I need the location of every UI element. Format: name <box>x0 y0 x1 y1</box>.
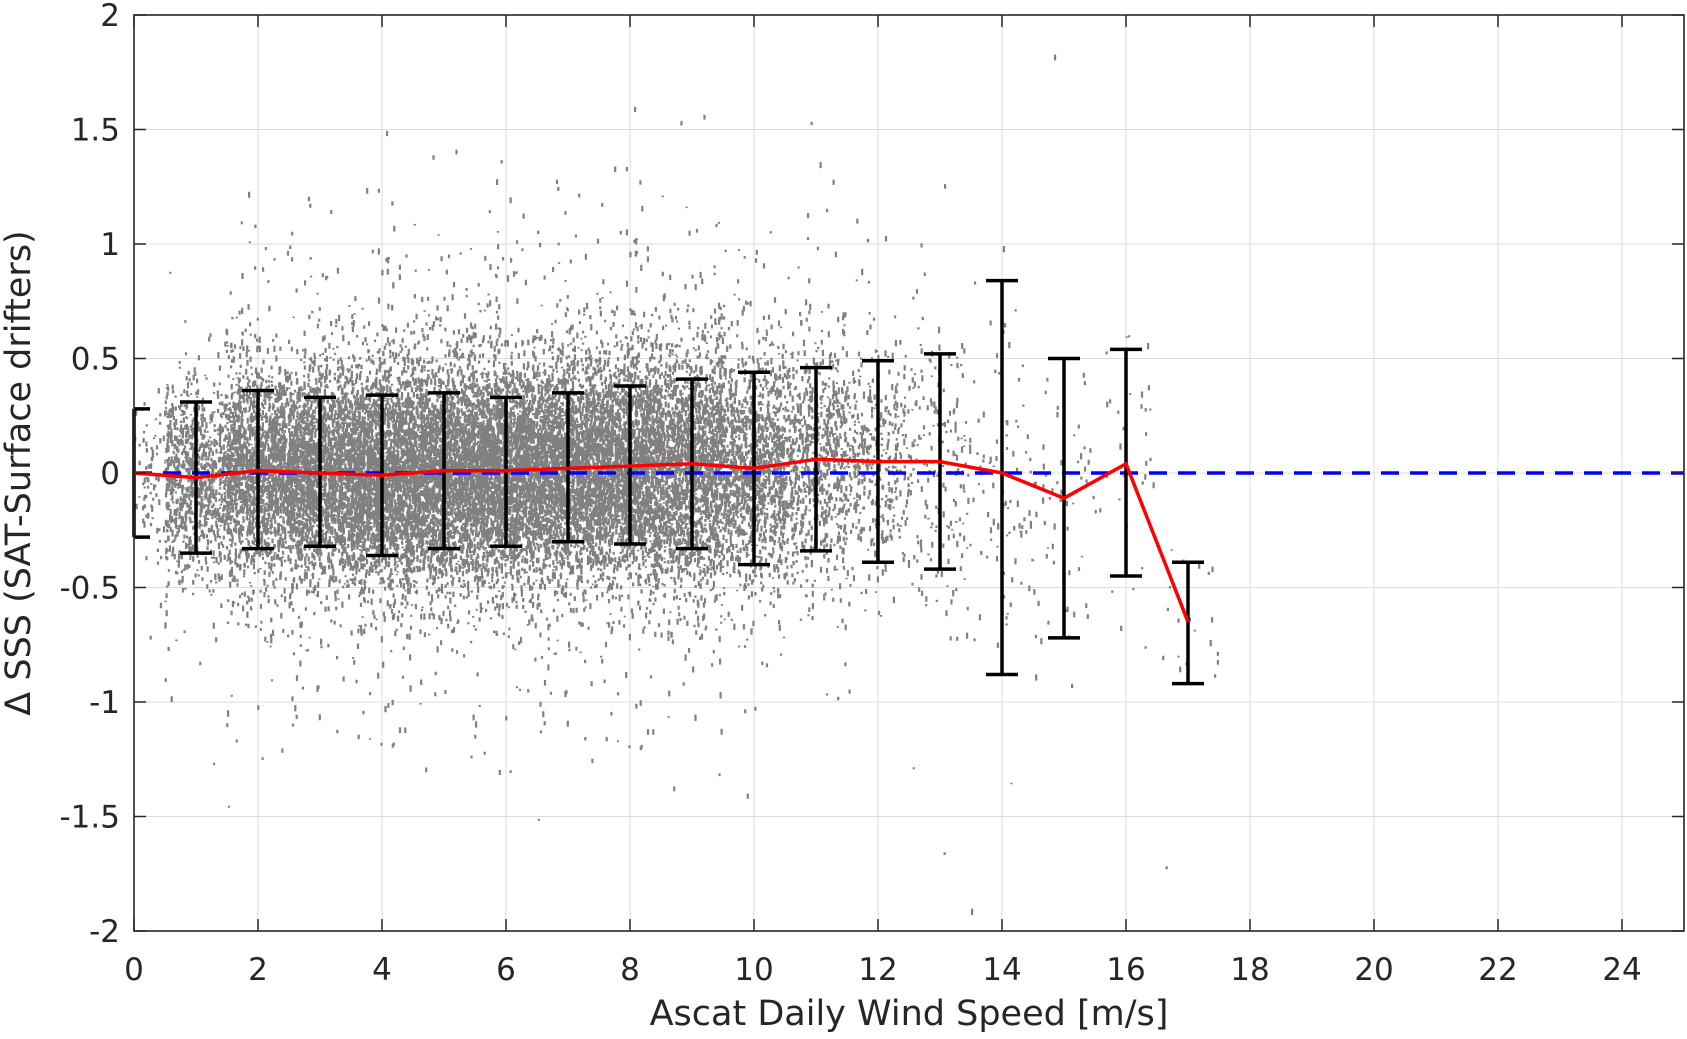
y-tick-label: -2 <box>89 914 120 950</box>
y-tick-label: 0 <box>100 456 120 492</box>
x-tick-label: 0 <box>124 952 144 988</box>
ticks: 0 2 4 6 8 10 12 14 16 18 20 22 2421.510.50-0.5-1-1.5… <box>60 0 1684 988</box>
x-tick-label: 18 <box>1230 952 1269 988</box>
y-tick-label: -0.5 <box>60 571 121 607</box>
mean-line <box>133 457 1190 623</box>
y-tick-label: 1.5 <box>71 113 120 149</box>
error-bar <box>986 278 1018 677</box>
mean-line-layer <box>133 457 1190 623</box>
x-tick-label: 24 <box>1602 952 1641 988</box>
y-tick-label: 0.5 <box>71 342 120 378</box>
y-tick-label: 1 <box>100 227 120 263</box>
y-tick-label: -1 <box>89 685 120 721</box>
y-tick-label: 2 <box>100 0 120 34</box>
error-bar <box>1172 560 1204 686</box>
x-tick-label: 6 <box>496 952 516 988</box>
x-tick-label: 20 <box>1354 952 1393 988</box>
x-tick-label: 12 <box>858 952 897 988</box>
x-tick-label: 2 <box>248 952 268 988</box>
x-tick-label: 16 <box>1106 952 1145 988</box>
x-tick-label: 14 <box>982 952 1021 988</box>
y-axis-title: Δ SSS (SAT-Surface drifters) <box>0 230 39 715</box>
scatter-points <box>134 54 1219 915</box>
x-tick-label: 8 <box>620 952 640 988</box>
x-tick-label: 10 <box>734 952 773 988</box>
x-tick-label: 4 <box>372 952 392 988</box>
scatter-cloud <box>134 54 1219 915</box>
x-tick-label: 22 <box>1478 952 1517 988</box>
x-axis-title: Ascat Daily Wind Speed [m/s] <box>650 994 1169 1034</box>
y-tick-label: -1.5 <box>60 800 121 836</box>
